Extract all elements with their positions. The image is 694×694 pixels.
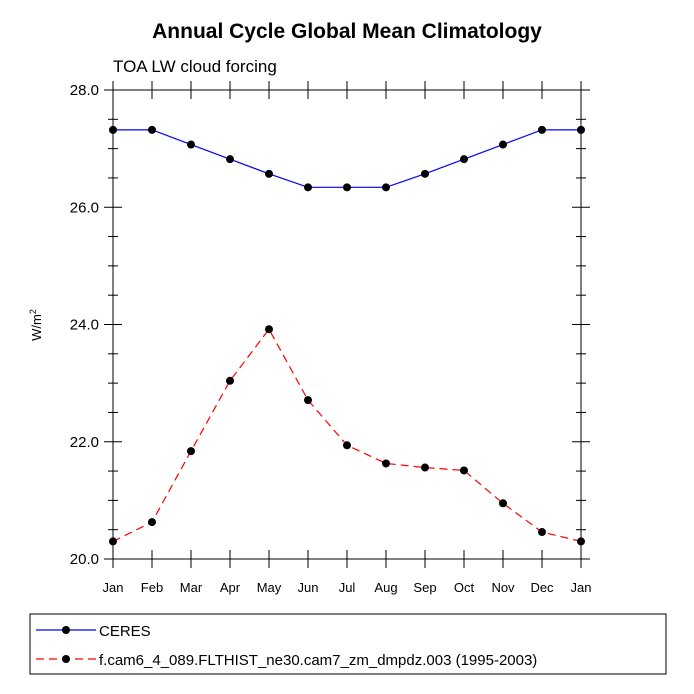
legend-marker-ceres (62, 626, 70, 634)
data-point (382, 183, 390, 192)
data-point (304, 396, 312, 405)
legend-label-ceres: CERES (99, 623, 151, 640)
chart-title: Annual Cycle Global Mean Climatology (152, 20, 542, 43)
x-tick-label: Apr (220, 580, 241, 595)
data-point (421, 169, 429, 178)
series-line-1 (112, 328, 582, 542)
data-point (109, 125, 117, 134)
data-point (148, 125, 156, 134)
data-point (343, 183, 351, 192)
data-point (226, 155, 234, 164)
y-axis-label: W/m2 (28, 309, 44, 341)
x-tick-label: Nov (491, 580, 515, 595)
data-point (538, 528, 546, 537)
x-tick-label: Jun (298, 580, 319, 595)
x-tick-label: Jan (103, 580, 124, 595)
axis-ticks (104, 81, 590, 568)
data-point (577, 125, 585, 134)
series-points (109, 125, 585, 546)
x-tick-label: Oct (454, 580, 475, 595)
x-tick-label: Mar (180, 580, 203, 595)
x-tick-label: Dec (530, 580, 554, 595)
data-point (343, 441, 351, 450)
data-point (499, 140, 507, 149)
series-lines (112, 129, 582, 542)
data-point (265, 169, 273, 178)
legend-label-model: f.cam6_4_089.FLTHIST_ne30.cam7_zm_dmpdz.… (99, 652, 537, 669)
x-tick-label: Sep (413, 580, 436, 595)
data-point (148, 518, 156, 527)
data-point (382, 459, 390, 468)
y-tick-label: 22.0 (70, 434, 99, 451)
data-point (460, 466, 468, 475)
y-tick-label: 20.0 (70, 551, 99, 568)
legend: CERES f.cam6_4_089.FLTHIST_ne30.cam7_zm_… (29, 613, 667, 675)
y-tick-label: 28.0 (70, 82, 99, 99)
x-tick-label: Feb (141, 580, 163, 595)
data-point (499, 499, 507, 508)
y-tick-labels: 20.0 22.0 24.0 26.0 28.0 (70, 82, 99, 568)
y-tick-label: 26.0 (70, 199, 99, 216)
data-point (226, 376, 234, 385)
y-tick-label: 24.0 (70, 317, 99, 334)
data-point (187, 140, 195, 149)
chart-subtitle: TOA LW cloud forcing (113, 57, 277, 76)
data-point (538, 125, 546, 134)
series-line-0 (113, 129, 581, 188)
legend-box (29, 613, 667, 675)
data-point (109, 537, 117, 546)
x-tick-label: Jul (339, 580, 356, 595)
data-point (460, 155, 468, 164)
data-point (421, 463, 429, 472)
data-point (577, 537, 585, 546)
data-point (265, 325, 273, 334)
plot-frame (112, 89, 582, 560)
plot-area: 20.022.024.026.028.0 Jan Feb Mar Apr May Jun J… (70, 81, 592, 595)
legend-marker-model (62, 655, 70, 663)
x-tick-labels: Jan Feb Mar Apr May Jun Jul Aug Sep Oct Nov Dec Jan (103, 580, 592, 595)
x-tick-label: Aug (374, 580, 397, 595)
data-point (304, 183, 312, 192)
data-point (187, 447, 195, 456)
x-tick-label: May (257, 580, 282, 595)
x-tick-label: Jan (571, 580, 592, 595)
